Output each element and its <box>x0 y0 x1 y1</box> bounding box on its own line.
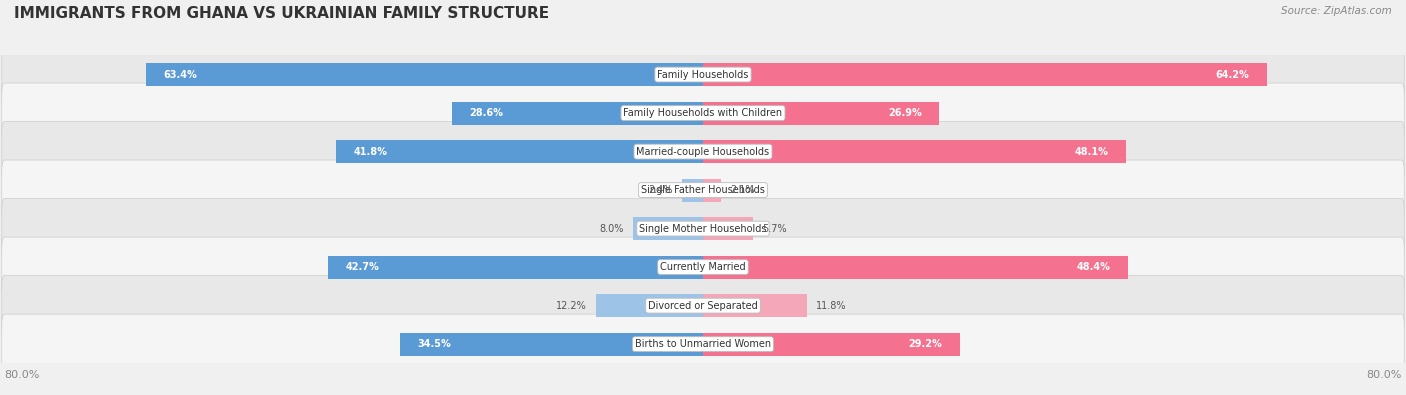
Bar <box>399 333 703 356</box>
Text: 80.0%: 80.0% <box>1367 370 1402 380</box>
Bar <box>336 140 703 163</box>
Bar <box>703 333 960 356</box>
Text: Family Households with Children: Family Households with Children <box>623 108 783 118</box>
Text: 34.5%: 34.5% <box>418 339 451 349</box>
Text: 8.0%: 8.0% <box>599 224 624 233</box>
Text: 2.4%: 2.4% <box>648 185 673 195</box>
Text: 63.4%: 63.4% <box>163 70 197 79</box>
Text: Source: ZipAtlas.com: Source: ZipAtlas.com <box>1281 6 1392 16</box>
Text: 48.4%: 48.4% <box>1077 262 1111 272</box>
Bar <box>596 294 703 317</box>
Bar <box>703 102 939 125</box>
Bar <box>451 102 703 125</box>
FancyBboxPatch shape <box>1 45 1405 105</box>
Text: 42.7%: 42.7% <box>346 262 380 272</box>
Text: 80.0%: 80.0% <box>4 370 39 380</box>
Bar <box>328 256 703 279</box>
Bar <box>703 179 721 201</box>
Text: 12.2%: 12.2% <box>557 301 588 310</box>
Bar <box>703 294 807 317</box>
Bar <box>703 63 1267 86</box>
Bar <box>146 63 703 86</box>
Bar <box>633 217 703 240</box>
Text: 11.8%: 11.8% <box>815 301 846 310</box>
FancyBboxPatch shape <box>1 276 1405 336</box>
Bar <box>703 217 754 240</box>
Text: 64.2%: 64.2% <box>1216 70 1250 79</box>
Text: IMMIGRANTS FROM GHANA VS UKRAINIAN FAMILY STRUCTURE: IMMIGRANTS FROM GHANA VS UKRAINIAN FAMIL… <box>14 6 550 21</box>
Text: Births to Unmarried Women: Births to Unmarried Women <box>636 339 770 349</box>
Text: 2.1%: 2.1% <box>730 185 755 195</box>
FancyBboxPatch shape <box>1 83 1405 143</box>
FancyBboxPatch shape <box>1 160 1405 220</box>
Text: Married-couple Households: Married-couple Households <box>637 147 769 156</box>
Text: 5.7%: 5.7% <box>762 224 786 233</box>
Text: 41.8%: 41.8% <box>353 147 387 156</box>
Bar <box>703 140 1126 163</box>
Bar <box>682 179 703 201</box>
FancyBboxPatch shape <box>1 122 1405 182</box>
Text: 29.2%: 29.2% <box>908 339 942 349</box>
Text: 48.1%: 48.1% <box>1074 147 1108 156</box>
Text: Single Mother Households: Single Mother Households <box>640 224 766 233</box>
Bar <box>703 256 1129 279</box>
Text: Divorced or Separated: Divorced or Separated <box>648 301 758 310</box>
Text: Single Father Households: Single Father Households <box>641 185 765 195</box>
Text: 26.9%: 26.9% <box>889 108 922 118</box>
FancyBboxPatch shape <box>1 314 1405 374</box>
Text: Family Households: Family Households <box>658 70 748 79</box>
FancyBboxPatch shape <box>1 199 1405 259</box>
FancyBboxPatch shape <box>1 237 1405 297</box>
Text: 28.6%: 28.6% <box>470 108 503 118</box>
Text: Currently Married: Currently Married <box>661 262 745 272</box>
